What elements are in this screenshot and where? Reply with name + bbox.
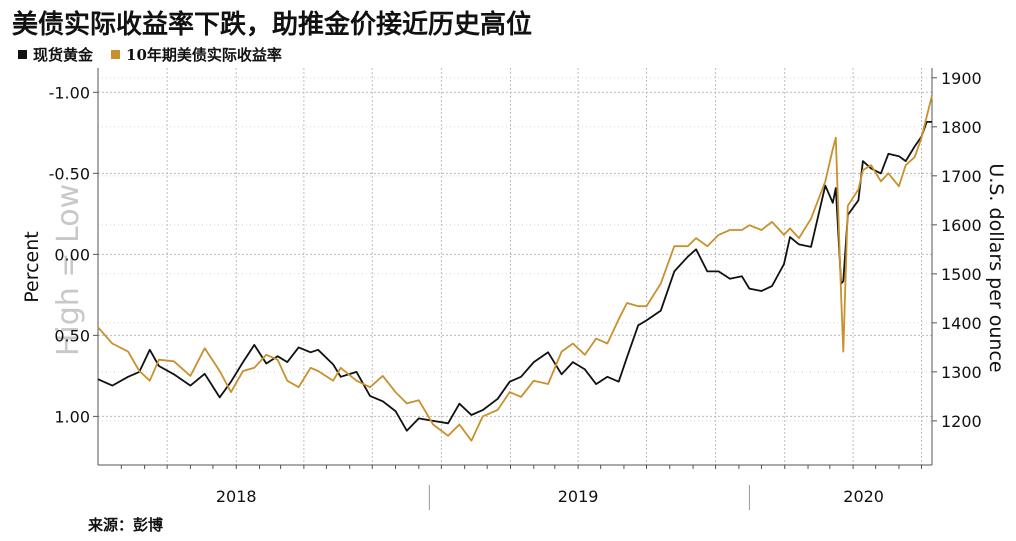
inverted-axis-watermark: High = Low (51, 184, 86, 356)
left-axis-ticks: -1.00 -0.50 0.00 0.50 1.00 (49, 83, 98, 426)
legend-swatch-gold (18, 50, 27, 59)
left-tick-label-0: -1.00 (49, 83, 90, 102)
right-tick-label-1: 1800 (941, 118, 982, 137)
chart-title: 美债实际收益率下跌，助推金价接近历史高位 (12, 10, 533, 40)
legend-item-gold: 现货黄金 (18, 44, 93, 65)
legend-item-real-yield: 10年期美债实际收益率 (111, 44, 282, 65)
series-line-gold-spot (97, 121, 932, 432)
right-tick-label-5: 1400 (941, 314, 982, 333)
left-tick-label-3: 0.50 (54, 326, 90, 345)
legend-label-gold: 现货黄金 (33, 46, 94, 64)
left-tick-label-1: -0.50 (49, 164, 90, 183)
legend-label-real-yield: 10年期美债实际收益率 (126, 46, 282, 64)
right-tick-label-3: 1600 (941, 216, 982, 235)
series-line-real-yield (97, 95, 933, 442)
right-tick-label-7: 1200 (941, 412, 982, 431)
right-tick-label-4: 1500 (941, 265, 982, 284)
right-axis-label: U.S. dollars per ounce (985, 163, 1007, 372)
x-year-label-2: 2020 (843, 487, 884, 506)
source-note: 来源：彭博 (88, 516, 164, 534)
right-tick-label-0: 1900 (941, 69, 982, 88)
right-axis-ticks: 1900 1800 1700 1600 1500 1400 1300 1200 (932, 69, 982, 431)
right-tick-label-2: 1700 (941, 167, 982, 186)
series-layer (97, 95, 933, 442)
right-tick-label-6: 1300 (941, 363, 982, 382)
grid-lines (98, 68, 932, 465)
left-tick-label-4: 1.00 (54, 407, 90, 426)
legend-swatch-real-yield (111, 50, 121, 59)
left-tick-label-2: 0.00 (54, 245, 90, 264)
legend: 现货黄金 10年期美债实际收益率 (18, 44, 282, 65)
x-axis: 2018 2019 2020 (120, 465, 922, 510)
plot-frame (97, 68, 933, 466)
x-year-label-1: 2019 (558, 487, 599, 506)
left-axis-label: Percent (21, 231, 43, 303)
x-year-label-0: 2018 (216, 487, 257, 506)
